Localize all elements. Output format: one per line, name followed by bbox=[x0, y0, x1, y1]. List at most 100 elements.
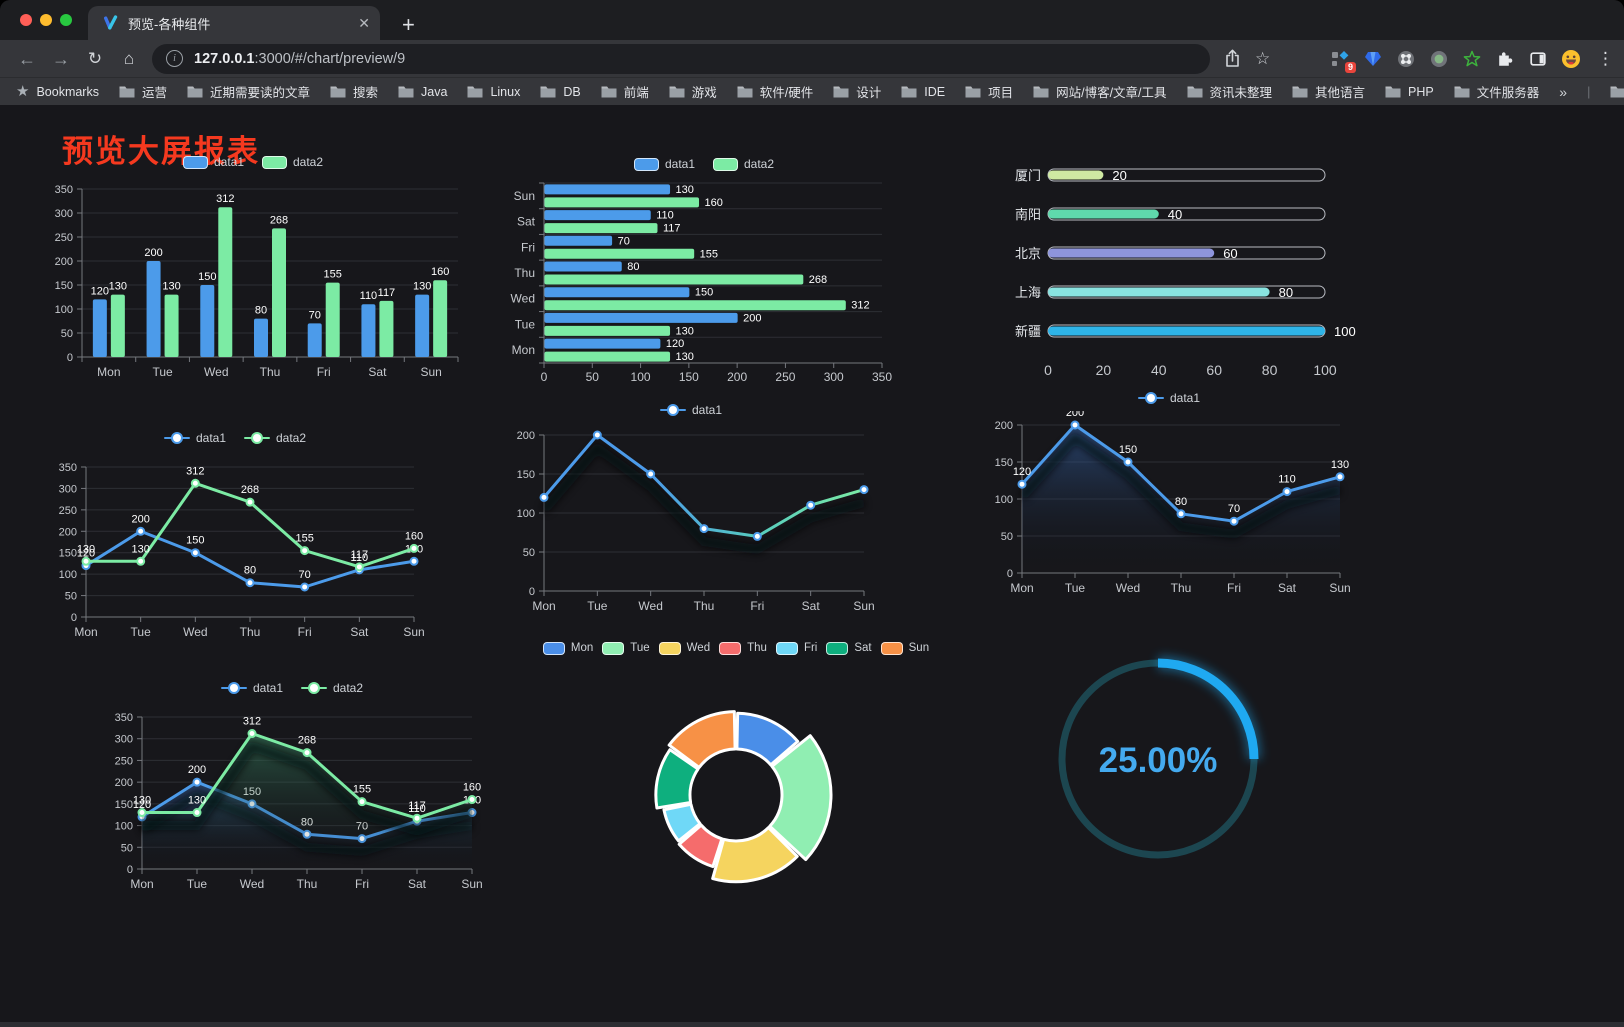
svg-text:Mon: Mon bbox=[97, 365, 120, 379]
tab-close-icon[interactable]: ✕ bbox=[358, 15, 370, 31]
svg-text:200: 200 bbox=[727, 370, 747, 384]
new-tab-button[interactable]: + bbox=[402, 12, 415, 37]
svg-text:Mon: Mon bbox=[1010, 581, 1033, 595]
bookmark-item[interactable]: 软件/硬件 bbox=[737, 82, 813, 101]
back-icon[interactable]: ← bbox=[18, 48, 36, 69]
svg-text:Sun: Sun bbox=[853, 599, 874, 613]
site-info-icon[interactable]: i bbox=[166, 50, 183, 67]
bookmark-item[interactable]: IDE bbox=[901, 82, 945, 101]
svg-text:200: 200 bbox=[188, 764, 206, 776]
legend-item[interactable]: Thu bbox=[719, 641, 767, 655]
svg-text:300: 300 bbox=[824, 370, 844, 384]
svg-text:100: 100 bbox=[631, 370, 651, 384]
legend-item[interactable]: data1 bbox=[220, 681, 283, 695]
bookmark-item[interactable]: 搜索 bbox=[330, 82, 378, 101]
bookmark-item[interactable]: 游戏 bbox=[669, 82, 717, 101]
side-panel-icon[interactable] bbox=[1525, 47, 1551, 71]
svg-text:150: 150 bbox=[59, 548, 77, 560]
svg-text:312: 312 bbox=[186, 465, 204, 477]
svg-text:150: 150 bbox=[1119, 444, 1137, 456]
svg-text:Mon: Mon bbox=[74, 625, 97, 639]
svg-text:150: 150 bbox=[198, 271, 216, 283]
address-bar[interactable]: i 127.0.0.1:3000/#/chart/preview/9 bbox=[152, 43, 1210, 74]
legend-item[interactable]: data2 bbox=[301, 681, 363, 695]
bookmark-item[interactable]: PHP bbox=[1385, 82, 1434, 101]
bookmark-item[interactable]: 其他语言 bbox=[1292, 82, 1365, 101]
bookmarks-overflow-chevron[interactable]: » bbox=[1559, 83, 1568, 100]
chart-line-gradient: data1 0 50 100 150 200 Mon Tue Wed Thu Fri Sat Sun bbox=[502, 397, 880, 623]
svg-text:Wed: Wed bbox=[638, 599, 662, 613]
svg-text:155: 155 bbox=[295, 533, 313, 545]
svg-text:130: 130 bbox=[188, 795, 206, 807]
minimize-window-button[interactable] bbox=[40, 14, 52, 26]
legend-item[interactable]: Sat bbox=[826, 641, 872, 655]
svg-text:Sat: Sat bbox=[802, 599, 821, 613]
legend-item[interactable]: Mon bbox=[542, 641, 593, 655]
svg-text:155: 155 bbox=[700, 248, 718, 260]
svg-text:0: 0 bbox=[541, 370, 548, 384]
legend-marker bbox=[301, 682, 327, 694]
legend-marker bbox=[163, 432, 190, 444]
bookmark-item[interactable]: 文件服务器 bbox=[1454, 82, 1539, 101]
forward-icon[interactable]: → bbox=[52, 48, 70, 69]
svg-text:0: 0 bbox=[1007, 568, 1013, 580]
folder-icon bbox=[737, 86, 753, 98]
legend-item[interactable]: data2 bbox=[713, 157, 774, 171]
bookmark-item[interactable]: 运营 bbox=[119, 82, 167, 101]
svg-text:50: 50 bbox=[586, 370, 600, 384]
share-icon[interactable] bbox=[1224, 49, 1241, 68]
maximize-window-button[interactable] bbox=[60, 14, 72, 26]
legend-item[interactable]: Tue bbox=[602, 641, 650, 655]
reload-icon[interactable]: ↻ bbox=[87, 49, 103, 68]
bookmark-item[interactable]: DB bbox=[540, 82, 581, 101]
bookmark-item[interactable]: 网站/博客/文章/工具 bbox=[1033, 82, 1167, 101]
legend-item[interactable]: Sun bbox=[880, 641, 929, 655]
legend-item[interactable]: data1 bbox=[1137, 391, 1200, 405]
bookmark-item[interactable]: 前端 bbox=[601, 82, 649, 101]
extension-puzzle-icon[interactable] bbox=[1492, 47, 1518, 71]
svg-text:200: 200 bbox=[55, 256, 73, 268]
bookmark-item[interactable]: Linux bbox=[467, 82, 520, 101]
legend-item[interactable]: data1 bbox=[659, 403, 722, 417]
bookmark-item[interactable]: 设计 bbox=[833, 82, 881, 101]
bookmark-star-icon[interactable]: ☆ bbox=[1255, 49, 1271, 68]
legend-item[interactable]: data2 bbox=[262, 155, 323, 169]
svg-text:155: 155 bbox=[353, 784, 371, 796]
close-window-button[interactable] bbox=[20, 14, 32, 26]
legend-item[interactable]: data1 bbox=[163, 431, 226, 445]
bookmarks-label[interactable]: ★ Bookmarks bbox=[16, 83, 99, 100]
svg-text:100: 100 bbox=[55, 304, 73, 316]
chart-plot: 0 50 100 150 200 250 300 350 Mon Tue Wed Thu Fri Sat S… bbox=[59, 462, 425, 639]
extension-star-icon[interactable] bbox=[1459, 47, 1485, 71]
svg-text:120: 120 bbox=[1013, 466, 1031, 478]
svg-text:Sat: Sat bbox=[350, 625, 369, 639]
extension-command-icon[interactable] bbox=[1393, 47, 1419, 71]
chart-line-area-two-series: data1 data2 0 50 100 150 200 250 300 350 Mon Tue Wed… bbox=[98, 675, 486, 899]
legend-item[interactable]: data1 bbox=[182, 155, 244, 169]
bookmark-item[interactable]: 资讯未整理 bbox=[1187, 82, 1272, 101]
other-bookmarks[interactable]: 其他书签 bbox=[1610, 82, 1624, 101]
extension-gem-icon[interactable] bbox=[1360, 47, 1386, 71]
svg-text:250: 250 bbox=[55, 232, 73, 244]
svg-text:40: 40 bbox=[1151, 362, 1167, 378]
extension-record-icon[interactable] bbox=[1426, 47, 1452, 71]
bookmark-item[interactable]: 近期需要读的文章 bbox=[187, 82, 310, 101]
browser-menu-icon[interactable]: ⋮ bbox=[1597, 48, 1614, 68]
chart-legend: data1 bbox=[982, 385, 1356, 411]
browser-tab[interactable]: 预览-各种组件 ✕ bbox=[88, 6, 380, 40]
legend-item[interactable]: data2 bbox=[244, 431, 306, 445]
bookmark-item[interactable]: Java bbox=[398, 82, 447, 101]
home-icon[interactable]: ⌂ bbox=[123, 49, 135, 68]
svg-text:80: 80 bbox=[627, 261, 639, 273]
folder-icon bbox=[1610, 86, 1624, 98]
extension-emoji-icon[interactable] bbox=[1558, 47, 1584, 71]
svg-text:150: 150 bbox=[517, 469, 535, 481]
extension-grid-icon[interactable]: 9 bbox=[1327, 47, 1356, 73]
legend-item[interactable]: Wed bbox=[658, 641, 710, 655]
folder-icon bbox=[187, 86, 203, 98]
legend-item[interactable]: Fri bbox=[775, 641, 817, 655]
legend-item[interactable]: data1 bbox=[633, 157, 695, 171]
folder-icon bbox=[601, 86, 617, 98]
bookmark-item[interactable]: 项目 bbox=[965, 82, 1013, 101]
svg-text:250: 250 bbox=[115, 755, 133, 767]
